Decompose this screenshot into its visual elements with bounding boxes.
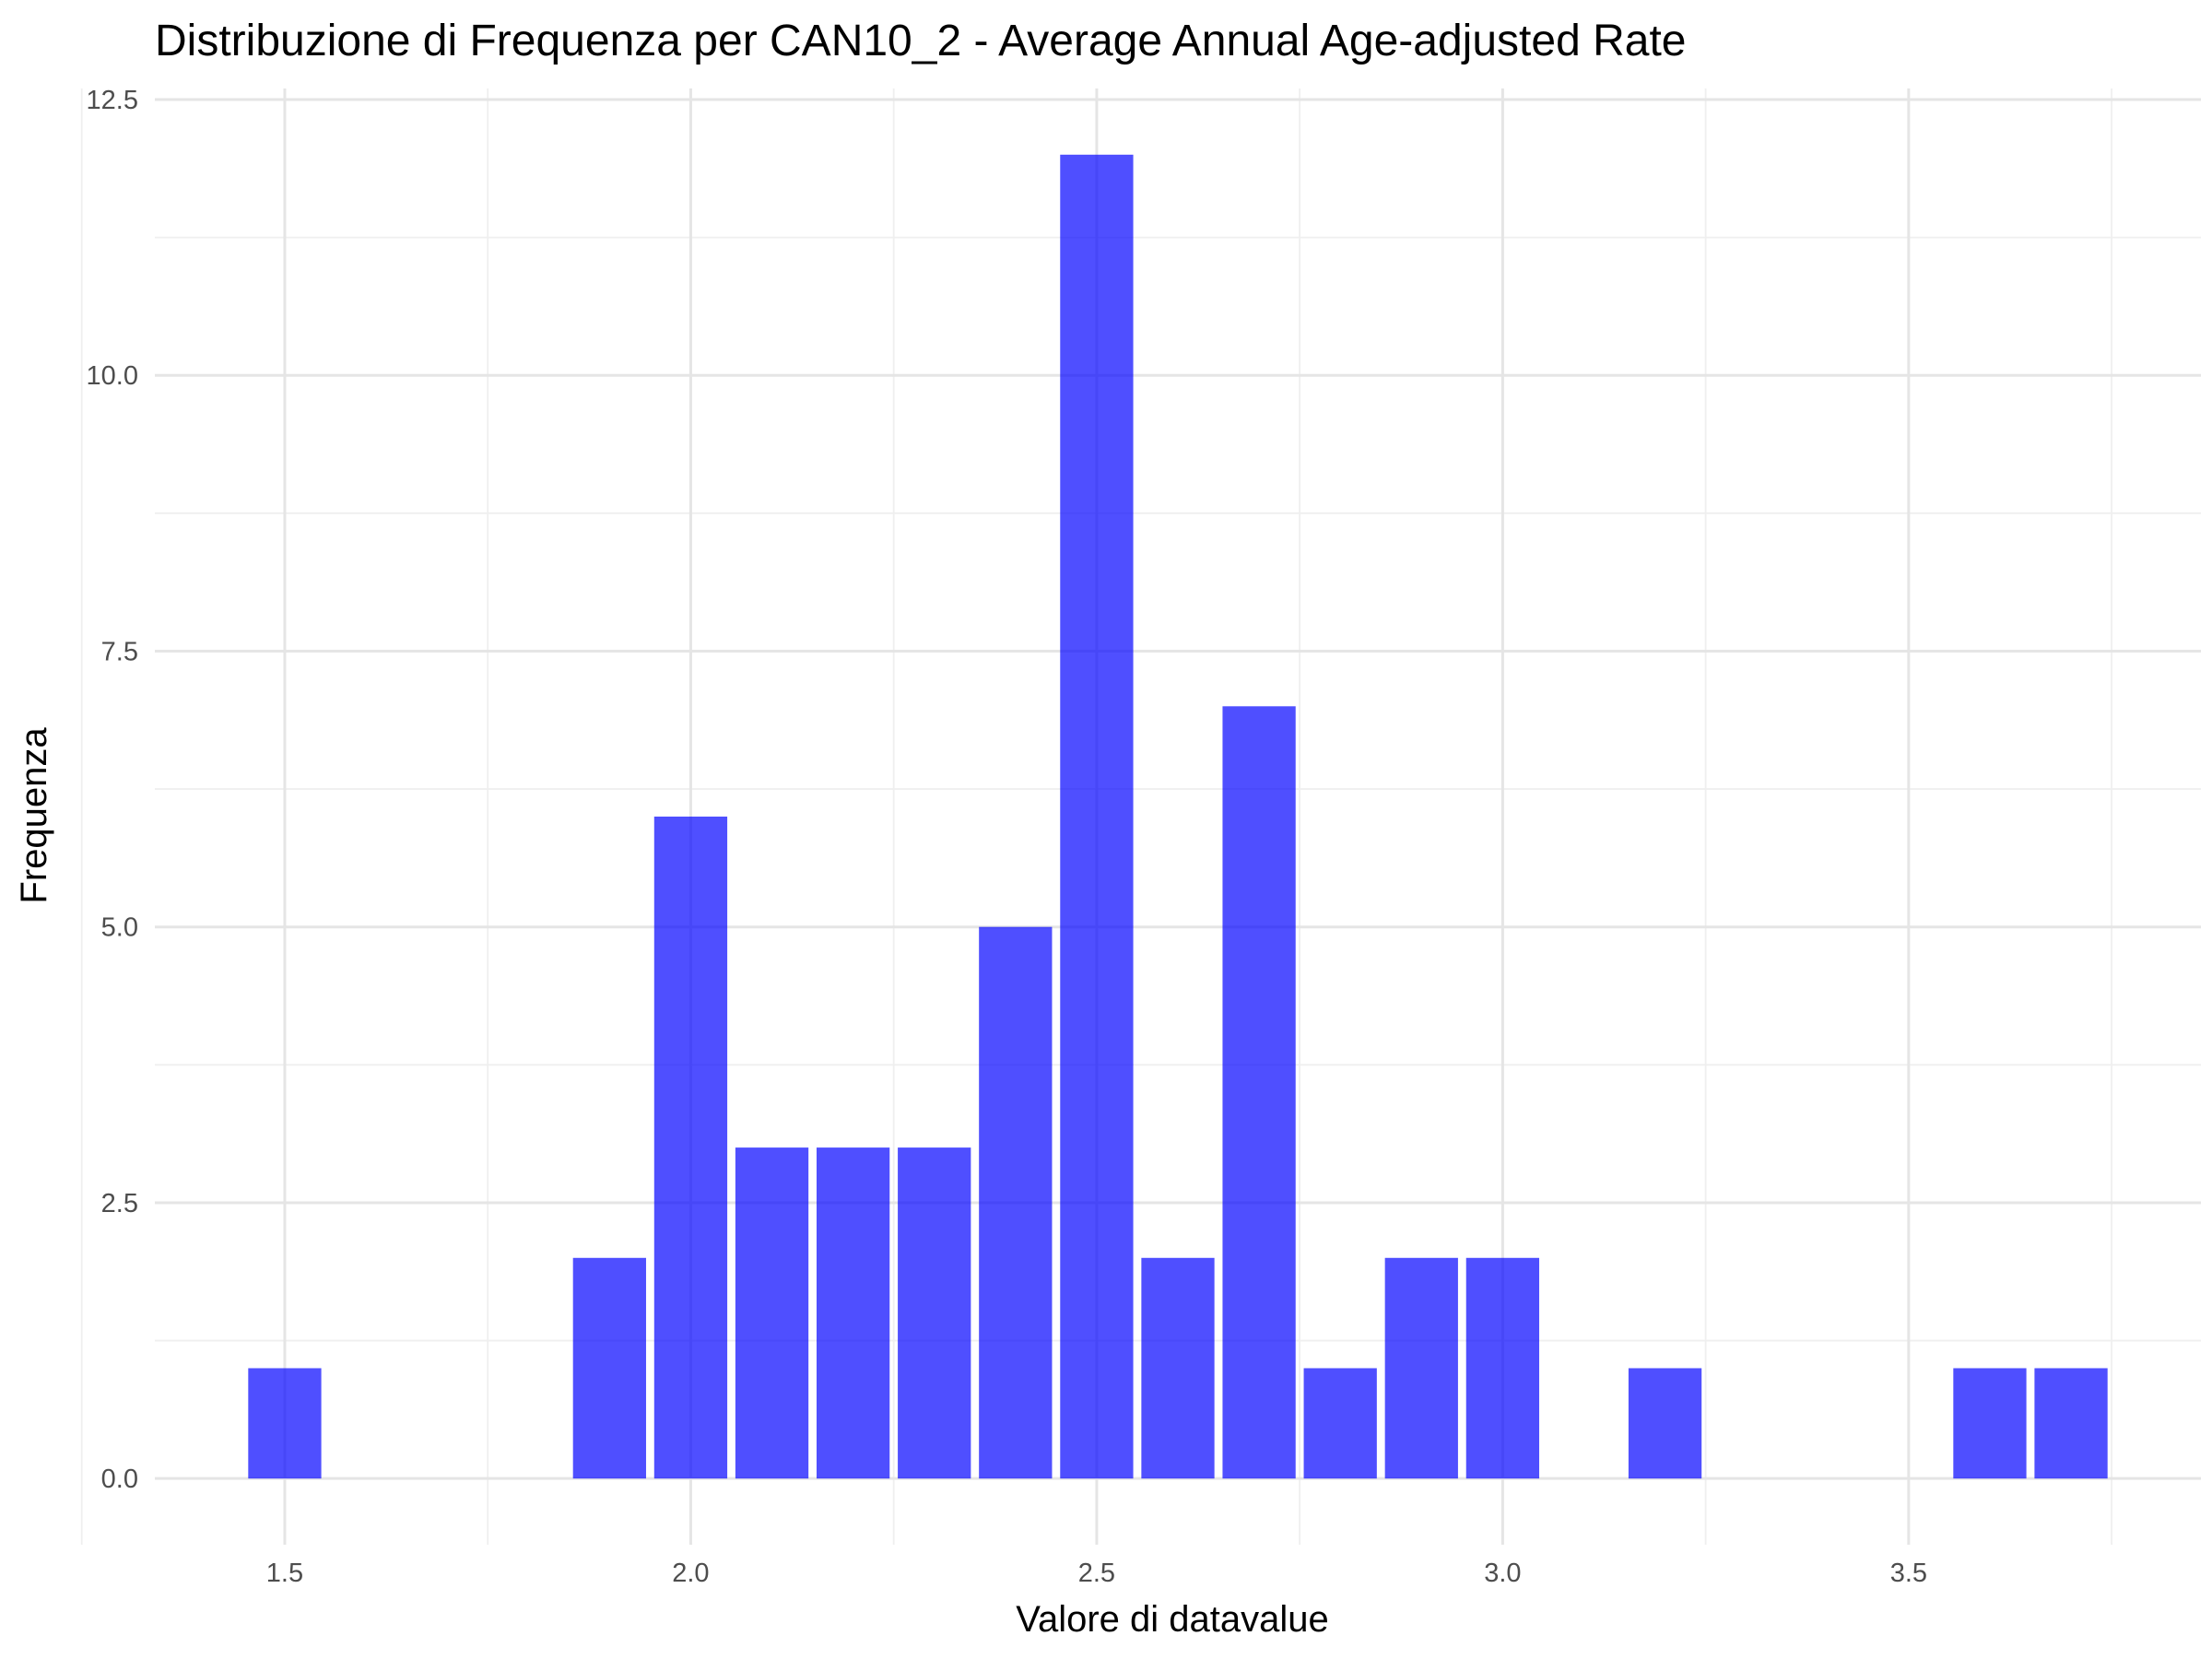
minor-gridlines — [80, 88, 2201, 1545]
histogram-bar — [898, 1147, 971, 1479]
histogram-bar — [735, 1147, 809, 1479]
histogram-bar — [1303, 1368, 1377, 1479]
x-tick-labels: 1.5 2.0 2.5 3.0 3.5 — [266, 1559, 1927, 1588]
x-tick-label: 3.5 — [1890, 1559, 1927, 1588]
histogram-bar — [572, 1257, 646, 1479]
x-tick-label: 2.0 — [672, 1559, 709, 1588]
histogram-bar — [1222, 706, 1296, 1479]
histogram-bar — [653, 817, 728, 1479]
histogram-bar — [816, 1147, 890, 1479]
histogram-bar — [248, 1368, 322, 1479]
histogram-bar — [1384, 1257, 1458, 1479]
histogram-bar — [1060, 154, 1134, 1479]
y-tick-label: 12.5 — [87, 86, 138, 115]
x-tick-label: 2.5 — [1078, 1559, 1115, 1588]
histogram-bar — [2034, 1368, 2108, 1479]
y-tick-label: 2.5 — [101, 1189, 138, 1218]
histogram-bar — [1628, 1368, 1702, 1479]
y-tick-label: 5.0 — [101, 913, 138, 943]
x-axis-title: Valore di datavalue — [1016, 1599, 1329, 1640]
histogram-bar — [979, 926, 1053, 1479]
y-tick-label: 0.0 — [101, 1465, 138, 1494]
histogram-bar — [1141, 1257, 1215, 1479]
y-axis-title: Frequenza — [14, 727, 54, 904]
y-tick-labels: 0.0 2.5 5.0 7.5 10.0 12.5 — [87, 86, 138, 1494]
histogram-bar — [1465, 1257, 1540, 1479]
y-tick-label: 10.0 — [87, 361, 138, 391]
histogram-bar — [1953, 1368, 2027, 1479]
chart-title: Distribuzione di Frequenza per CAN10_2 -… — [155, 17, 1686, 65]
bars — [248, 154, 2108, 1479]
x-tick-label: 1.5 — [266, 1559, 303, 1588]
x-tick-label: 3.0 — [1484, 1559, 1521, 1588]
y-tick-label: 7.5 — [101, 637, 138, 666]
